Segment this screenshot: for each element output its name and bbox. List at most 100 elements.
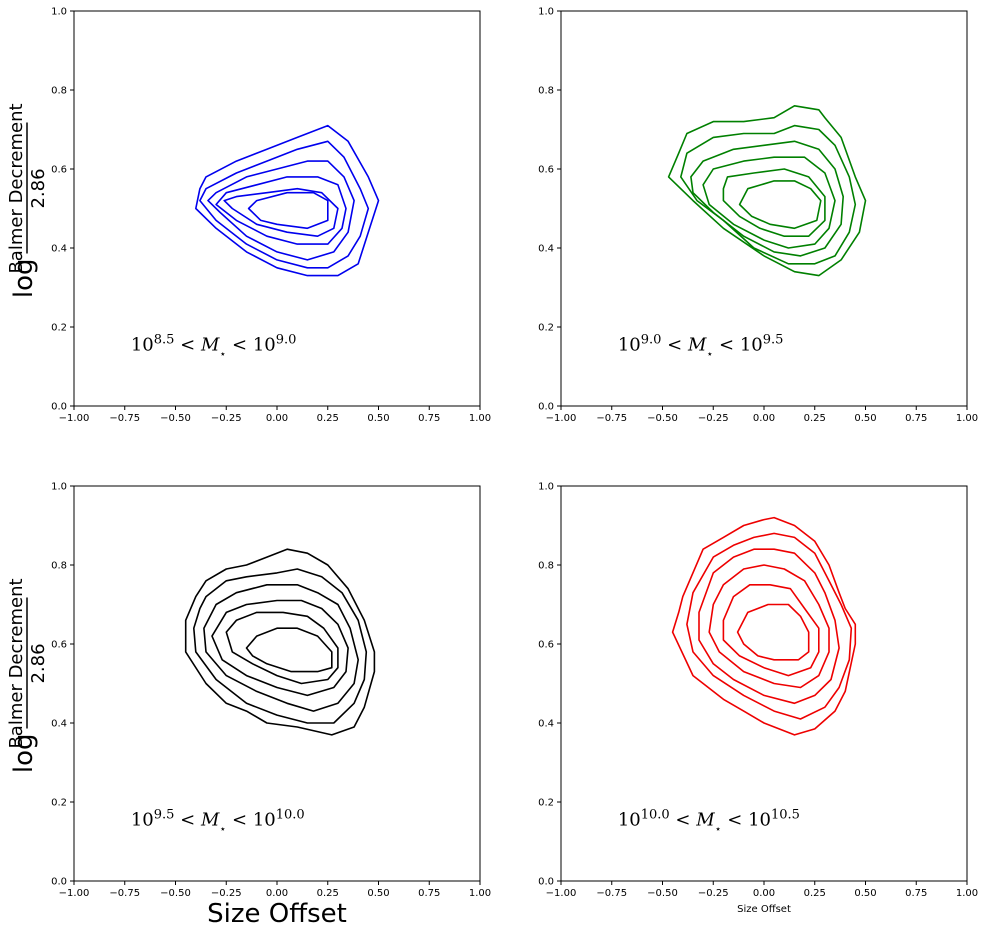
x-axis-label: Size Offset	[737, 904, 791, 915]
x-tick-label: −1.00	[546, 413, 577, 424]
contour-line-5	[722, 168, 826, 237]
x-tick-label: −0.25	[698, 413, 729, 424]
contour-line-6	[736, 603, 810, 661]
x-tick-label: −0.75	[109, 413, 140, 424]
x-tick-label: 0.50	[854, 888, 876, 899]
x-tick-label: 0.25	[317, 888, 339, 899]
contour-line-3	[698, 548, 840, 705]
x-tick-label: 0.25	[804, 888, 826, 899]
x-axis-label: Size Offset	[207, 899, 347, 929]
x-tick-label: −1.00	[546, 888, 577, 899]
y-tick-label: 0.8	[51, 561, 67, 572]
contour-line-5	[722, 583, 820, 677]
x-tick-label: 0.25	[317, 413, 339, 424]
x-tick-label: −0.25	[698, 888, 729, 899]
y-tick-label: 0.6	[538, 165, 554, 176]
contour-line-6	[738, 180, 822, 230]
x-tick-label: 1.00	[469, 888, 491, 899]
contour-line-5	[225, 611, 339, 685]
contour-line-3	[690, 140, 845, 257]
contour-line-4	[211, 599, 349, 697]
y-tick-label: 0.0	[51, 877, 67, 888]
contour-line-4	[702, 156, 836, 249]
contour-line-6	[247, 191, 329, 230]
contour-line-1	[195, 124, 380, 277]
y-tick-label: 0.4	[51, 719, 67, 730]
contour-line-3	[207, 160, 355, 261]
x-tick-label: 0.75	[905, 413, 927, 424]
mass-range-annotation: 108.5 < M⋆ < 109.0	[131, 332, 297, 360]
subplot-3: −1.00 −0.75 −0.50 −0.25 0.00 0.25 0.50 0.75 1.00…	[6, 482, 491, 930]
y-tick-label: 0.6	[51, 640, 67, 651]
y-tick-label: 0.0	[538, 877, 554, 888]
y-tick-label: 0.0	[51, 402, 67, 413]
x-tick-label: 0.75	[418, 888, 440, 899]
x-tick-label: 0.25	[804, 413, 826, 424]
contour-line-4	[708, 564, 830, 689]
x-tick-label: 0.75	[418, 413, 440, 424]
mass-range-annotation: 109.5 < M⋆ < 1010.0	[131, 807, 305, 835]
subplot-1: −1.00 −0.75 −0.50 −0.25 0.00 0.25 0.50 0.75 1.00…	[6, 7, 491, 425]
x-tick-label: 0.50	[367, 888, 389, 899]
x-tick-label: 0.50	[854, 413, 876, 424]
y-label-numerator: Balmer Decrement	[6, 578, 27, 748]
y-label-log: log	[9, 734, 39, 774]
x-tick-label: −0.75	[596, 413, 627, 424]
y-label-numerator: Balmer Decrement	[6, 103, 27, 273]
x-tick-label: −0.25	[211, 888, 242, 899]
y-tick-label: 0.8	[538, 561, 554, 572]
mass-range-annotation: 109.0 < M⋆ < 109.5	[618, 332, 784, 360]
y-tick-label: 1.0	[538, 482, 554, 493]
x-tick-label: 0.00	[266, 888, 288, 899]
y-tick-label: 0.2	[538, 323, 554, 334]
x-tick-label: −0.25	[211, 413, 242, 424]
x-tick-label: 0.00	[753, 413, 775, 424]
subplot-4: −1.00 −0.75 −0.50 −0.25 0.00 0.25 0.50 0.75 1.00…	[538, 482, 978, 916]
x-tick-label: −0.50	[647, 888, 678, 899]
contour-line-2	[199, 140, 370, 269]
y-tick-label: 0.6	[51, 165, 67, 176]
y-tick-label: 0.8	[51, 86, 67, 97]
y-tick-label: 0.4	[51, 244, 67, 255]
x-tick-label: −1.00	[59, 413, 90, 424]
x-tick-label: −0.50	[160, 888, 191, 899]
x-tick-label: 0.75	[905, 888, 927, 899]
x-tick-label: 1.00	[956, 413, 978, 424]
x-tick-label: −0.50	[647, 413, 678, 424]
contour-line-6	[245, 627, 333, 673]
y-tick-label: 1.0	[538, 7, 554, 18]
contour-line-1	[667, 105, 867, 277]
contour-line-2	[193, 568, 368, 724]
contour-line-2	[686, 532, 853, 720]
x-tick-label: −1.00	[59, 888, 90, 899]
x-tick-label: 0.50	[367, 413, 389, 424]
contour-line-5	[223, 187, 339, 237]
y-tick-label: 0.2	[51, 798, 67, 809]
contour-line-4	[215, 176, 347, 245]
y-label-log: log	[9, 259, 39, 299]
y-tick-label: 0.4	[538, 244, 554, 255]
contour-line-1	[671, 516, 857, 736]
y-label-denominator: 2.86	[28, 643, 49, 683]
x-tick-label: −0.75	[109, 888, 140, 899]
y-tick-label: 0.2	[538, 798, 554, 809]
y-tick-label: 0.6	[538, 640, 554, 651]
x-tick-label: 0.00	[266, 413, 288, 424]
y-tick-label: 0.4	[538, 719, 554, 730]
y-tick-label: 1.0	[51, 7, 67, 18]
x-tick-label: −0.50	[160, 413, 191, 424]
x-tick-label: 0.00	[753, 888, 775, 899]
x-tick-label: 1.00	[956, 888, 978, 899]
mass-range-annotation: 1010.0 < M⋆ < 1010.5	[618, 807, 800, 835]
subplot-2: −1.00 −0.75 −0.50 −0.25 0.00 0.25 0.50 0.75 1.00…	[538, 7, 978, 425]
x-tick-label: −0.75	[596, 888, 627, 899]
y-tick-label: 0.2	[51, 323, 67, 334]
x-tick-label: 1.00	[469, 413, 491, 424]
y-tick-label: 0.0	[538, 402, 554, 413]
y-tick-label: 1.0	[51, 482, 67, 493]
contour-line-3	[203, 583, 360, 712]
y-label-denominator: 2.86	[28, 168, 49, 208]
